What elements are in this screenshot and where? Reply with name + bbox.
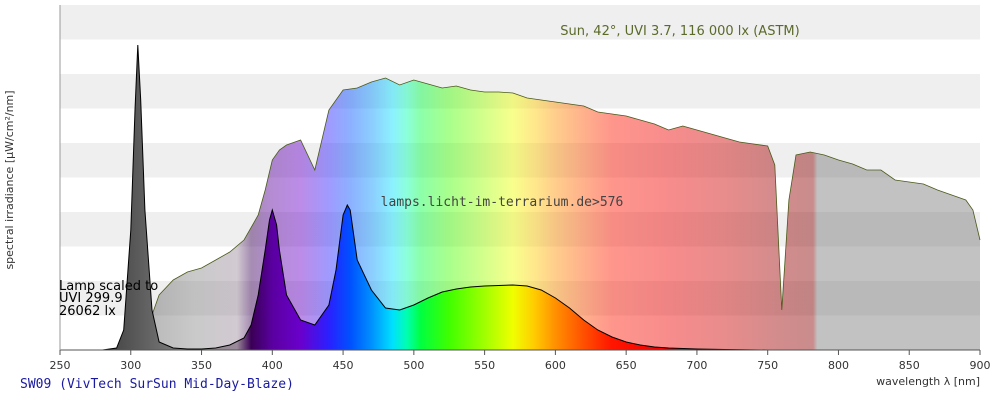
y-axis-label: spectral irradiance [µW/cm²/nm] — [3, 90, 16, 269]
x-tick-label: 800 — [828, 359, 849, 372]
lamp-scaled-label: Lamp scaled to — [59, 279, 158, 294]
x-tick-label: 600 — [545, 359, 566, 372]
lamp-lux-label: 26062 lx — [59, 304, 116, 319]
watermark: lamps.licht-im-terrarium.de>576 — [381, 195, 624, 210]
x-tick-label: 350 — [191, 359, 212, 372]
x-tick-label: 450 — [333, 359, 354, 372]
x-tick-label: 300 — [120, 359, 141, 372]
x-tick-label: 900 — [970, 359, 991, 372]
x-tick-label: 750 — [757, 359, 778, 372]
x-tick-label: 400 — [262, 359, 283, 372]
x-tick-label: 850 — [899, 359, 920, 372]
sun-spectrum-line — [123, 77, 981, 351]
x-ticks: 250 300 350 400 450 500 550 600 650 700 750 800 850 9… — [50, 350, 991, 372]
lamp-uvi-label: UVI 299.9 — [59, 291, 123, 306]
lamp-name-label: SW09 (VivTech SurSun Mid-Day-Blaze) — [20, 377, 294, 392]
x-tick-label: 700 — [686, 359, 707, 372]
sun-label: Sun, 42°, UVI 3.7, 116 000 lx (ASTM) — [560, 24, 799, 39]
x-tick-label: 650 — [616, 359, 637, 372]
x-tick-label: 500 — [403, 359, 424, 372]
lamp-spectrum-line — [102, 44, 839, 351]
x-axis-label: wavelength λ [nm] — [876, 375, 980, 388]
grid-band — [60, 5, 980, 40]
x-tick-label: 550 — [474, 359, 495, 372]
x-tick-label: 250 — [50, 359, 71, 372]
